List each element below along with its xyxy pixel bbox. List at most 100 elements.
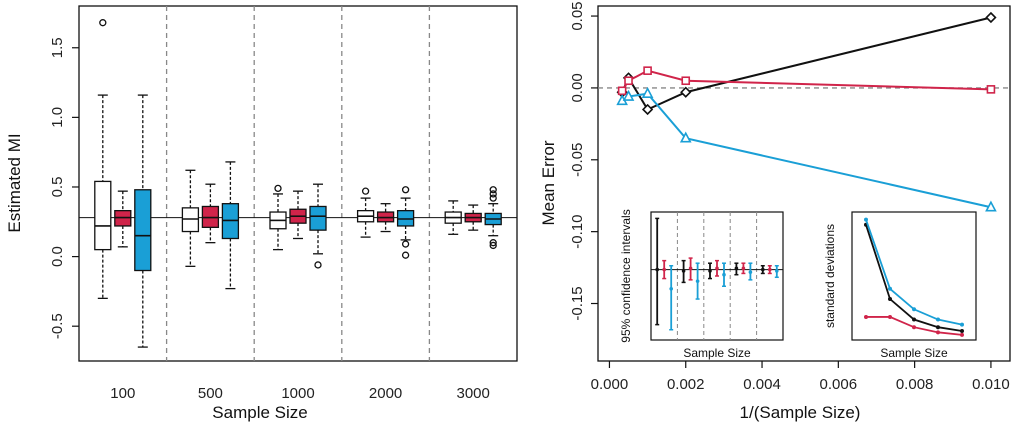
- mean-error-frame: [597, 5, 1011, 362]
- mean-error-y-axis: -0.15 -0.10 -0.05 0.00 0.05: [569, 1, 598, 321]
- sd-point: [888, 297, 892, 302]
- mean-error-panel: -0.15-0.10-0.050.000.05 0.000 0.002 0.004 0…: [539, 1, 1011, 422]
- ci-inset-marks: [651, 212, 783, 340]
- ci-point: [681, 269, 686, 273]
- mean-error-x-axis-label: 1/(Sample Size): [740, 403, 861, 422]
- y-tick-label: 0.0: [49, 246, 66, 267]
- box-outlier: [489, 239, 497, 247]
- square-marker: [617, 86, 627, 96]
- ci-point: [688, 266, 693, 271]
- box-blue: [134, 189, 152, 272]
- diamond-marker: [680, 86, 692, 98]
- ci-point: [722, 272, 726, 277]
- x-tick-label: 0.008: [896, 376, 934, 393]
- box-outlier: [99, 19, 107, 27]
- box-outlier: [489, 186, 497, 194]
- diamond-marker: [641, 103, 654, 116]
- y-tick-label: 0.05: [569, 1, 586, 30]
- boxplot-panel: -0.5 0.0 0.5 1.0 1.5 100 500 1000 2000 3000 Samp…: [5, 5, 518, 422]
- ci-point: [734, 266, 739, 271]
- mean-error-x-axis: 0.000 0.002 0.004 0.006 0.008 0.010: [591, 361, 1010, 393]
- ci-point: [695, 279, 700, 283]
- boxplot-x-axis: 100 500 1000 2000 3000: [110, 385, 490, 402]
- sd-inset-y-label: standard deviations: [823, 224, 837, 328]
- square-marker: [986, 85, 996, 94]
- box-outlier: [401, 186, 410, 194]
- sd-point: [936, 330, 940, 335]
- ci-inset-x-label: Sample Size: [683, 346, 751, 360]
- box-outlier: [401, 240, 410, 248]
- x-tick-label: 1000: [281, 385, 314, 402]
- sd-point: [960, 329, 964, 334]
- square-marker: [643, 66, 652, 75]
- series-line-black: [621, 16, 992, 111]
- x-tick-label: 0.004: [743, 376, 781, 393]
- x-tick-label: 0.010: [972, 376, 1010, 393]
- sd-point: [888, 286, 892, 291]
- sd-point: [960, 322, 964, 327]
- mean-error-marks: [598, 11, 1010, 212]
- sd-point: [936, 325, 940, 330]
- sd-point: [912, 307, 916, 312]
- square-marker: [624, 76, 633, 86]
- sd-point: [864, 314, 868, 319]
- y-tick-label: -0.05: [569, 143, 586, 177]
- box-outlier: [489, 194, 497, 202]
- box-outlier: [314, 261, 322, 269]
- ci-point: [715, 266, 719, 271]
- box-outlier: [489, 190, 497, 198]
- box-blue: [309, 205, 327, 231]
- triangle-marker: [679, 131, 692, 143]
- x-tick-label: 0.000: [591, 376, 629, 393]
- ci-point: [741, 266, 746, 271]
- boxplot-marks: [79, 6, 517, 361]
- x-tick-label: 500: [198, 385, 223, 402]
- series-line-blue: [621, 92, 992, 209]
- ci-point: [669, 287, 673, 291]
- sd-point: [912, 317, 916, 322]
- boxplot-y-axis-label: Estimated MI: [5, 133, 24, 232]
- ci-point: [775, 269, 779, 273]
- diamond-marker: [985, 11, 997, 24]
- ci-inset-y-label: 95% confidence intervals: [619, 209, 633, 342]
- ci-point: [655, 267, 659, 272]
- sd-point: [936, 317, 940, 322]
- ci-point: [662, 267, 666, 272]
- ci-point: [761, 267, 765, 272]
- box-outlier: [274, 184, 282, 193]
- sd-inset-marks: [864, 217, 964, 337]
- y-tick-label: -0.5: [49, 313, 66, 339]
- x-tick-label: 3000: [457, 385, 490, 402]
- box-outlier: [489, 241, 497, 250]
- sd-point: [864, 217, 868, 222]
- box-outlier: [401, 251, 410, 259]
- sd-point: [888, 314, 892, 319]
- sd-point: [960, 332, 964, 337]
- y-tick-label: -0.15: [569, 286, 586, 320]
- y-tick-label: -0.10: [569, 215, 586, 249]
- sd-inset-x-label: Sample Size: [880, 346, 948, 360]
- sd-inset: Sample Size standard deviations: [823, 211, 977, 360]
- y-tick-label: 1.0: [49, 107, 66, 128]
- boxplot-y-axis: -0.5 0.0 0.5 1.0 1.5: [49, 37, 79, 339]
- x-tick-label: 2000: [369, 385, 402, 402]
- box-white: [94, 180, 112, 251]
- mean-error-y-axis-label: Mean Error: [539, 140, 558, 225]
- y-tick-label: 0.00: [569, 73, 586, 102]
- sd-point: [912, 325, 916, 330]
- ci-point: [748, 270, 753, 274]
- square-marker: [681, 76, 691, 86]
- ci-point: [768, 267, 772, 272]
- boxplot-frame: [78, 5, 518, 362]
- x-tick-label: 0.006: [820, 376, 858, 393]
- y-tick-label: 0.5: [49, 177, 66, 198]
- y-tick-label: 1.5: [49, 37, 66, 58]
- box-outlier: [361, 187, 370, 195]
- x-tick-label: 100: [110, 385, 135, 402]
- triangle-marker: [622, 89, 635, 101]
- x-tick-label: 0.002: [667, 376, 705, 393]
- triangle-marker: [641, 86, 654, 98]
- triangle-marker: [985, 200, 997, 212]
- ci-point: [708, 269, 712, 273]
